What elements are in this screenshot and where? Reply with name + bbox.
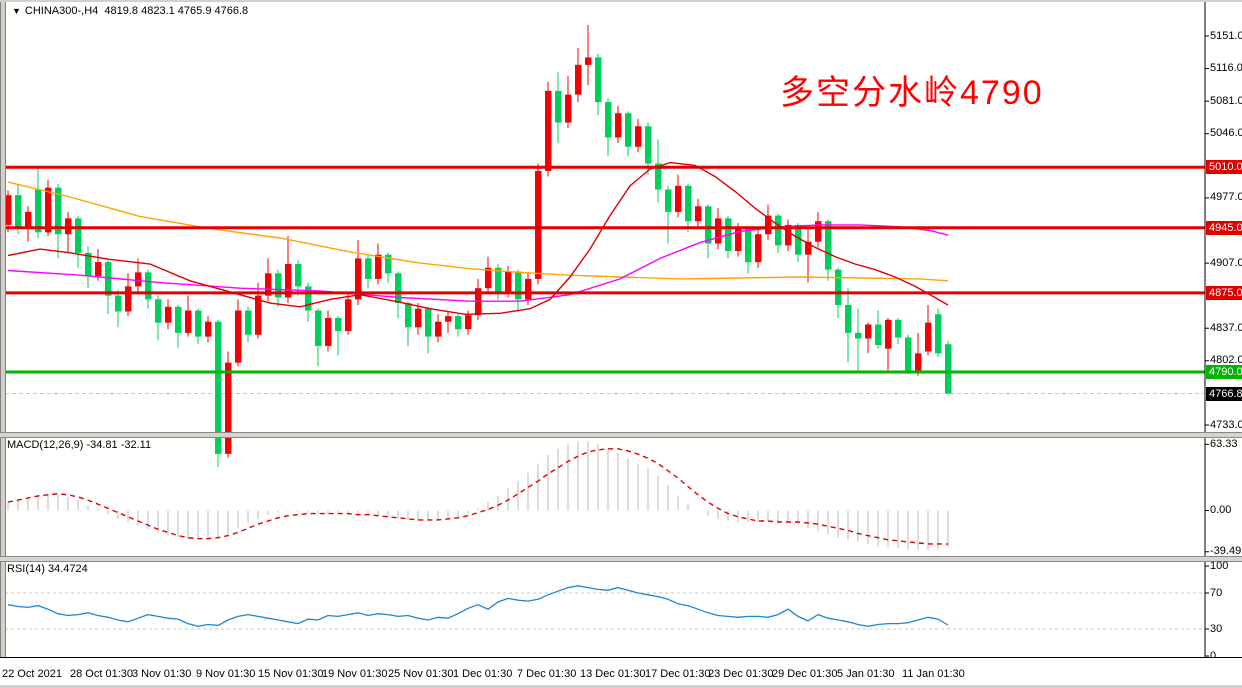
time-tick-label: 19 Nov 01:30 <box>322 668 388 680</box>
symbol-label: CHINA300-,H4 <box>24 5 99 17</box>
collapse-triangle-icon[interactable]: ▼ <box>12 6 21 16</box>
time-tick-label: 11 Jan 01:30 <box>902 668 965 680</box>
time-tick-label: 28 Oct 01:30 <box>70 668 133 680</box>
annotation-text: 多空分水岭4790 <box>780 74 1044 112</box>
rsi-tick-label: 70 <box>1210 586 1223 599</box>
window-left-border <box>0 0 6 688</box>
time-axis[interactable]: 22 Oct 2021 28 Oct 01:30 3 Nov 01:30 9 Nov … <box>0 657 1242 685</box>
price-tick-label: 5116.0 <box>1210 62 1242 75</box>
macd-tick-label: 0.00 <box>1210 504 1232 516</box>
rsi-tick-label: 100 <box>1210 559 1229 572</box>
price-tick-label: 4802.0 <box>1210 354 1242 367</box>
time-tick-label: 1 Dec 01:30 <box>453 668 513 680</box>
panel-splitter-rsi[interactable] <box>0 556 1242 562</box>
rsi-tick-label: 0 <box>1210 649 1217 662</box>
price-axis[interactable]: 5151.0 5116.0 5081.0 5046.0 4977.0 4907.0 4837… <box>1205 0 1242 684</box>
price-level-badge: 4945.0 <box>1206 220 1242 235</box>
time-tick-label: 5 Jan 01:30 <box>837 668 895 680</box>
time-tick-label: 7 Dec 01:30 <box>517 668 577 680</box>
panel-splitter-macd[interactable] <box>0 432 1242 438</box>
price-level-badge: 4790.0 <box>1206 364 1242 379</box>
price-tick-label: 4907.0 <box>1210 256 1242 269</box>
time-tick-label: 22 Oct 2021 <box>2 668 62 680</box>
price-tick-label: 4977.0 <box>1210 191 1242 204</box>
time-tick-label: 25 Nov 01:30 <box>388 668 454 680</box>
chart-title: ▼ CHINA300-,H4 4819.8 4823.1 4765.9 4766.… <box>12 5 248 17</box>
price-tick-label: 4837.0 <box>1210 321 1242 334</box>
price-tick-label: 5081.0 <box>1210 94 1242 107</box>
rsi-tick-label: 30 <box>1210 622 1223 635</box>
time-tick-label: 17 Dec 01:30 <box>645 668 711 680</box>
price-tick-label: 4733.0 <box>1210 418 1242 431</box>
window-top-border <box>0 0 1242 2</box>
time-tick-label: 3 Nov 01:30 <box>132 668 192 680</box>
price-level-badge: 4875.0 <box>1206 285 1242 300</box>
price-tick-label: 5151.0 <box>1210 29 1242 42</box>
macd-indicator-label: MACD(12,26,9) -34.81 -32.11 <box>7 439 152 451</box>
time-tick-label: 9 Nov 01:30 <box>196 668 256 680</box>
time-tick-label: 23 Dec 01:30 <box>708 668 774 680</box>
price-tick-label: 5046.0 <box>1210 127 1242 140</box>
rsi-indicator-label: RSI(14) 34.4724 <box>7 563 88 575</box>
price-level-badge: 4766.8 <box>1206 386 1242 401</box>
price-level-badge: 5010.0 <box>1206 160 1242 175</box>
macd-tick-label: 63.33 <box>1210 437 1238 450</box>
macd-tick-label: -39.49 <box>1210 545 1242 558</box>
time-tick-label: 29 Dec 01:30 <box>772 668 838 680</box>
time-tick-label: 13 Dec 01:30 <box>580 668 646 680</box>
time-tick-label: 15 Nov 01:30 <box>258 668 324 680</box>
ohlc-values: 4819.8 4823.1 4765.9 4766.8 <box>104 5 249 17</box>
